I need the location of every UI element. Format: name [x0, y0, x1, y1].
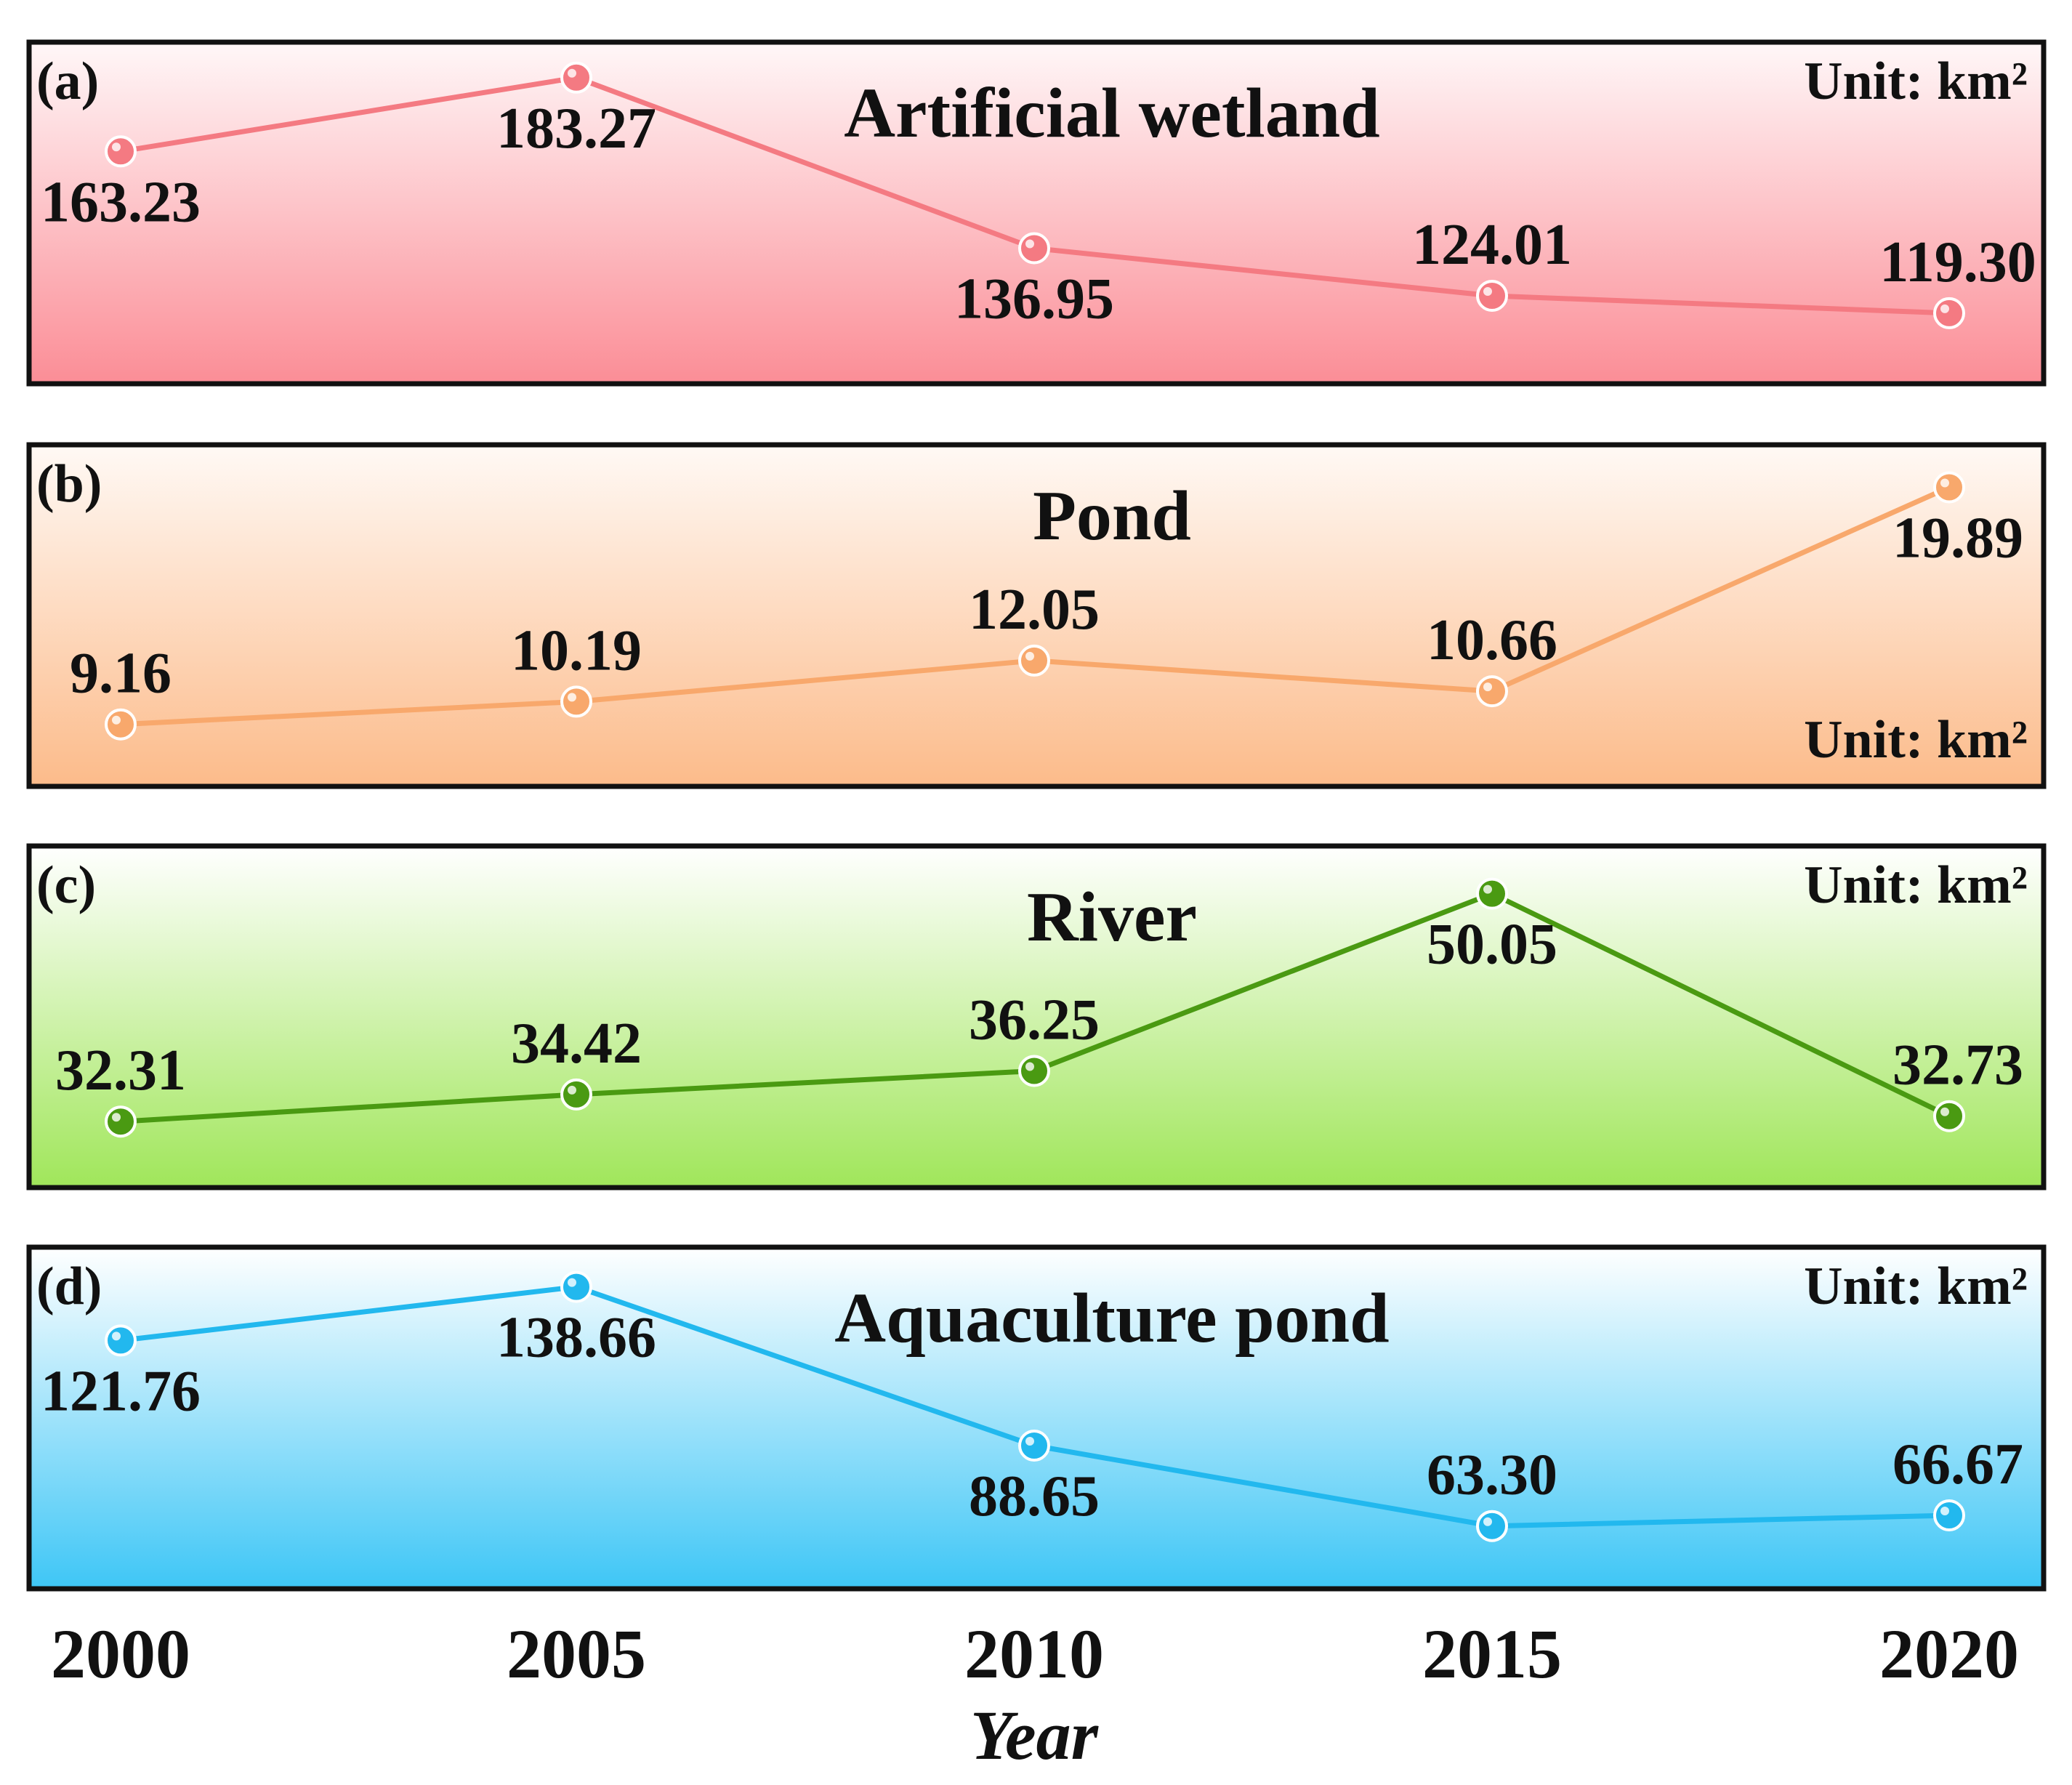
panel-border: [26, 1244, 2047, 1592]
panel-tag: (c): [36, 855, 96, 915]
data-point-highlight: [1025, 239, 1034, 249]
panel-b: (b) Pond Unit: km² 9.16 10.19 12.05 10.66 19.89: [26, 442, 2047, 789]
data-point-highlight: [1483, 885, 1492, 894]
panel-tag: (d): [36, 1257, 102, 1316]
data-label: 19.89: [1892, 507, 2023, 571]
x-tick-label: 2020: [1879, 1615, 2019, 1693]
unit-label: Unit: km²: [1804, 710, 2028, 770]
panel-c: (c) River Unit: km² 32.31 34.42 36.25 50.05 32.…: [26, 843, 2047, 1190]
data-label: 119.30: [1879, 230, 2036, 294]
data-label: 63.30: [1427, 1443, 1557, 1507]
panel-title: Pond: [1033, 477, 1191, 555]
panel-title: River: [1027, 878, 1197, 956]
data-label: 66.67: [1892, 1433, 2023, 1496]
unit-label: Unit: km²: [1804, 52, 2028, 111]
data-point: [1018, 1430, 1050, 1462]
data-label: 50.05: [1427, 913, 1557, 977]
data-point: [105, 1324, 137, 1357]
panel-background: [29, 445, 2044, 786]
x-tick-label: 2010: [964, 1615, 1104, 1693]
panel-tag: (a): [36, 52, 99, 111]
data-point: [560, 61, 592, 94]
panel-border: [26, 442, 2047, 789]
panel-title: Artificial wetland: [844, 74, 1380, 153]
data-point: [1018, 644, 1050, 677]
data-label: 183.27: [496, 97, 656, 161]
data-label: 121.76: [41, 1359, 201, 1423]
data-point-highlight: [112, 1113, 121, 1122]
data-label: 136.95: [954, 267, 1114, 331]
data-point: [105, 708, 137, 741]
data-point-highlight: [568, 693, 576, 702]
data-point: [105, 135, 137, 168]
data-label: 32.31: [55, 1039, 186, 1103]
panel-background: [29, 42, 2044, 384]
panel-d: (d) Aquaculture pond Unit: km² 121.76 138.66…: [26, 1244, 2047, 1592]
panel-border: [26, 39, 2047, 387]
data-point-highlight: [1483, 682, 1492, 692]
x-tick-label: 2000: [51, 1615, 190, 1693]
data-point: [1933, 471, 1965, 504]
data-point-highlight: [1940, 304, 1949, 313]
data-label: 124.01: [1412, 213, 1572, 277]
panel-background: [29, 1247, 2044, 1589]
data-point-highlight: [112, 142, 121, 152]
data-point-highlight: [568, 68, 576, 78]
data-label: 10.19: [511, 618, 642, 682]
data-point-highlight: [1025, 1437, 1034, 1446]
data-point: [560, 685, 592, 718]
x-tick-label: 2005: [507, 1615, 646, 1693]
unit-label: Unit: km²: [1804, 1257, 2028, 1316]
data-label: 163.23: [41, 170, 201, 234]
data-label: 32.73: [1892, 1033, 2023, 1097]
data-point-highlight: [1025, 1062, 1034, 1071]
data-point-highlight: [1025, 651, 1034, 661]
data-point-highlight: [1940, 1507, 1949, 1515]
data-point-highlight: [1940, 1107, 1949, 1116]
panel-border: [26, 843, 2047, 1190]
data-point: [1476, 877, 1508, 910]
data-label: 12.05: [969, 578, 1100, 642]
data-point: [1476, 675, 1508, 708]
panel-background: [29, 846, 2044, 1188]
data-point-highlight: [112, 715, 121, 725]
data-point: [1018, 232, 1050, 265]
data-point-highlight: [568, 1085, 576, 1095]
data-point-highlight: [1940, 478, 1949, 488]
data-point: [1018, 1055, 1050, 1087]
data-label: 36.25: [969, 988, 1100, 1052]
x-tick-label: 2015: [1422, 1615, 1562, 1693]
panels-group: (a) Artificial wetland Unit: km² 163.23 183.…: [26, 39, 2047, 1592]
data-point-highlight: [1483, 287, 1492, 296]
panel-tag: (b): [36, 454, 102, 514]
data-label: 138.66: [496, 1306, 656, 1370]
data-point: [1476, 1510, 1508, 1542]
data-label: 34.42: [511, 1012, 642, 1076]
data-label: 88.65: [969, 1464, 1100, 1528]
data-label: 10.66: [1427, 608, 1557, 672]
data-point: [1933, 1499, 1965, 1531]
x-axis: 2000 2005 2010 2015 2020 Year: [51, 1615, 2019, 1774]
data-point: [105, 1105, 137, 1138]
x-axis-title: Year: [970, 1696, 1100, 1774]
panel-title: Aquaculture pond: [834, 1279, 1389, 1358]
data-point: [560, 1078, 592, 1111]
data-point: [560, 1270, 592, 1303]
data-label: 9.16: [70, 642, 172, 706]
data-point-highlight: [568, 1278, 576, 1287]
data-point-highlight: [1483, 1517, 1492, 1526]
unit-label: Unit: km²: [1804, 855, 2028, 915]
data-point: [1476, 280, 1508, 312]
panel-a: (a) Artificial wetland Unit: km² 163.23 183.…: [26, 39, 2047, 387]
data-point: [1933, 1100, 1965, 1132]
data-point: [1933, 297, 1965, 329]
data-point-highlight: [112, 1331, 121, 1341]
